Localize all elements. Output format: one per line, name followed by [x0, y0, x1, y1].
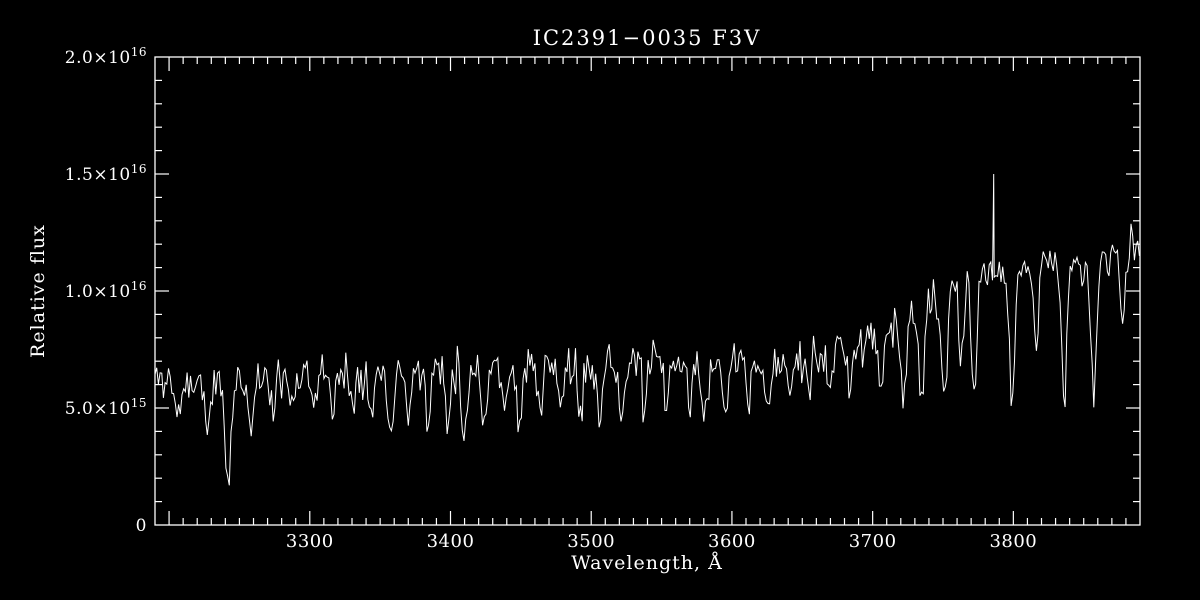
y-tick-label: 0	[136, 516, 147, 536]
x-tick-label: 3600	[708, 531, 756, 552]
y-tick-label: 1.0×1016	[65, 279, 147, 302]
x-axis-label: Wavelength, Å	[571, 552, 723, 574]
chart-title: IC2391−0035 F3V	[532, 26, 762, 50]
y-tick-label: 2.0×1016	[65, 45, 147, 68]
y-tick-label: 1.5×1016	[65, 162, 147, 185]
x-tick-label: 3800	[989, 531, 1037, 552]
x-tick-label: 3300	[286, 531, 334, 552]
spectrum-line	[154, 173, 1140, 486]
x-tick-label: 3700	[849, 531, 897, 552]
x-tick-label: 3400	[427, 531, 475, 552]
plot-frame	[154, 56, 1141, 526]
x-tick-label: 3500	[567, 531, 615, 552]
y-tick-label: 5.0×1015	[65, 396, 147, 419]
